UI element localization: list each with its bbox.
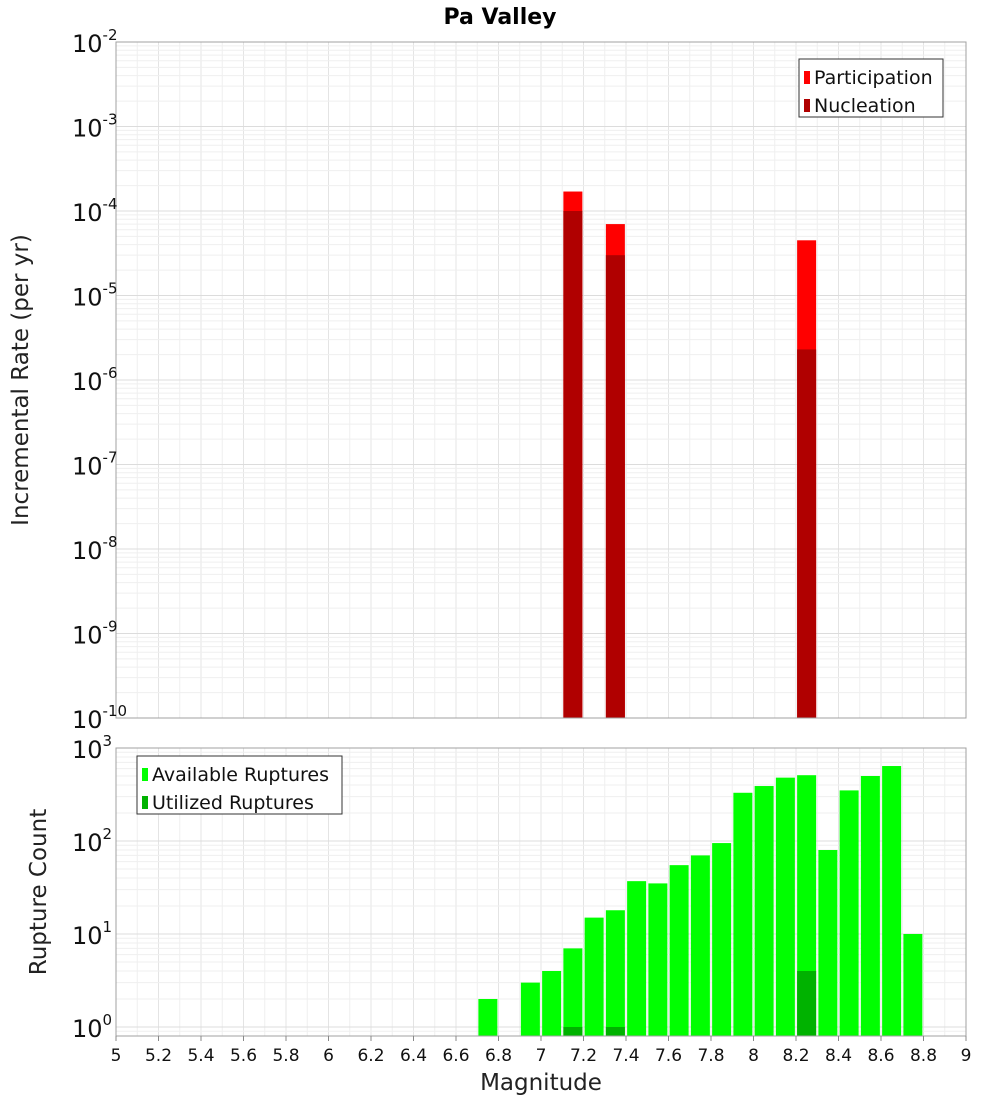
top-y-tick-label: 10-6 — [72, 364, 118, 396]
legend-swatch — [142, 796, 148, 809]
top-bar-nucleation — [563, 211, 583, 718]
bottom-bar-available-ruptures — [882, 766, 902, 1036]
x-tick-label: 8.2 — [782, 1046, 809, 1066]
bottom-bar-utilized-ruptures — [563, 1026, 583, 1036]
bottom-bar-available-ruptures — [648, 883, 668, 1036]
bottom-y-tick-label: 103 — [72, 732, 112, 764]
bottom-bar-available-ruptures — [733, 792, 753, 1036]
legend-swatch — [804, 99, 810, 112]
x-tick-labels: 5 5.2 5.4 5.6 5.8 6 6.2 6.4 6.6 6.8 7 7.2 7.4 7.6 7.8 8… — [111, 1036, 972, 1066]
x-tick-label: 6 — [323, 1046, 334, 1066]
x-tick-label: 8.6 — [867, 1046, 894, 1066]
x-tick-label: 7.6 — [655, 1046, 682, 1066]
x-tick-label: 8.4 — [825, 1046, 852, 1066]
x-axis-label: Magnitude — [480, 1070, 602, 1096]
legend-label: Available Ruptures — [152, 764, 329, 786]
x-tick-label: 5.4 — [187, 1046, 214, 1066]
x-tick-label: 5.6 — [230, 1046, 257, 1066]
bottom-bar-available-ruptures — [860, 775, 880, 1036]
top-y-tick-label: 10-10 — [72, 702, 127, 734]
bottom-y-tick-label: 102 — [72, 825, 112, 857]
bottom-bar-available-ruptures — [584, 917, 604, 1036]
x-tick-label: 8 — [748, 1046, 759, 1066]
bottom-bar-available-ruptures — [563, 948, 583, 1036]
bottom-bar-available-ruptures — [627, 881, 647, 1036]
top-y-tick-label: 10-9 — [72, 618, 118, 650]
x-tick-label: 6.4 — [400, 1046, 427, 1066]
top-bars — [563, 191, 817, 719]
chart-title: Pa Valley — [443, 5, 556, 30]
legend-box — [136, 755, 343, 815]
x-tick-label: 5.8 — [272, 1046, 299, 1066]
bottom-bar-available-ruptures — [712, 843, 732, 1036]
bottom-bar-available-ruptures — [669, 865, 689, 1036]
legend-swatch — [804, 71, 810, 84]
x-tick-label: 5 — [111, 1046, 122, 1066]
top-y-tick-label: 10-2 — [72, 26, 118, 58]
bottom-bars — [478, 766, 923, 1036]
bottom-legend: Available Ruptures Utilized Ruptures — [136, 755, 343, 815]
bottom-bar-available-ruptures — [775, 777, 795, 1036]
legend-label: Participation — [814, 67, 933, 89]
bottom-panel: 100 101 102 103 5 5.2 5.4 5.6 5.8 6 6.2 6.4 6.6 6.8 7… — [26, 732, 971, 1096]
x-tick-label: 7 — [536, 1046, 547, 1066]
x-tick-label: 8.8 — [910, 1046, 937, 1066]
x-tick-label: 6.6 — [442, 1046, 469, 1066]
top-y-axis-label: Incremental Rate (per yr) — [8, 234, 34, 526]
top-y-tick-label: 10-4 — [72, 195, 118, 227]
bottom-bar-utilized-ruptures — [605, 1026, 625, 1036]
x-tick-label: 7.2 — [570, 1046, 597, 1066]
top-y-tick-label: 10-3 — [72, 111, 118, 143]
x-tick-label: 6.2 — [357, 1046, 384, 1066]
bottom-bar-available-ruptures — [542, 970, 562, 1036]
x-tick-label: 7.4 — [612, 1046, 639, 1066]
x-tick-label: 6.8 — [485, 1046, 512, 1066]
bottom-bar-available-ruptures — [797, 775, 817, 1036]
x-tick-label: 7.8 — [697, 1046, 724, 1066]
top-y-tick-labels: 10-10 10-9 10-8 10-7 10-6 10-5 10-4 10-3 10-2 — [72, 26, 127, 734]
top-y-tick-label: 10-7 — [72, 449, 118, 481]
legend-label: Utilized Ruptures — [152, 792, 314, 814]
top-panel: 10-10 10-9 10-8 10-7 10-6 10-5 10-4 10-3 10-2 In… — [8, 26, 967, 734]
legend-swatch — [142, 768, 148, 781]
bottom-bar-available-ruptures — [605, 910, 625, 1036]
bottom-bar-available-ruptures — [818, 850, 838, 1036]
bottom-bar-available-ruptures — [903, 933, 923, 1036]
top-y-tick-label: 10-8 — [72, 533, 118, 565]
bottom-bar-available-ruptures — [478, 998, 498, 1036]
x-tick-label: 9 — [961, 1046, 972, 1066]
top-legend: Participation Nucleation — [798, 58, 944, 118]
bottom-bar-utilized-ruptures — [797, 970, 817, 1036]
top-bar-nucleation — [605, 255, 625, 718]
bottom-y-tick-label: 100 — [72, 1011, 112, 1043]
legend-box — [798, 58, 944, 118]
bottom-bar-available-ruptures — [754, 786, 774, 1036]
top-bar-nucleation — [797, 349, 817, 718]
bottom-y-tick-labels: 100 101 102 103 — [72, 732, 112, 1043]
bottom-bar-available-ruptures — [839, 790, 859, 1036]
bottom-y-axis-label: Rupture Count — [26, 809, 52, 975]
top-y-tick-label: 10-5 — [72, 280, 118, 312]
top-plot-frame — [115, 41, 967, 719]
bottom-bar-available-ruptures — [690, 855, 710, 1036]
top-gridlines — [115, 41, 967, 719]
bottom-y-tick-label: 101 — [72, 918, 112, 950]
x-tick-label: 5.2 — [145, 1046, 172, 1066]
legend-label: Nucleation — [814, 95, 916, 117]
bottom-bar-available-ruptures — [520, 982, 540, 1036]
